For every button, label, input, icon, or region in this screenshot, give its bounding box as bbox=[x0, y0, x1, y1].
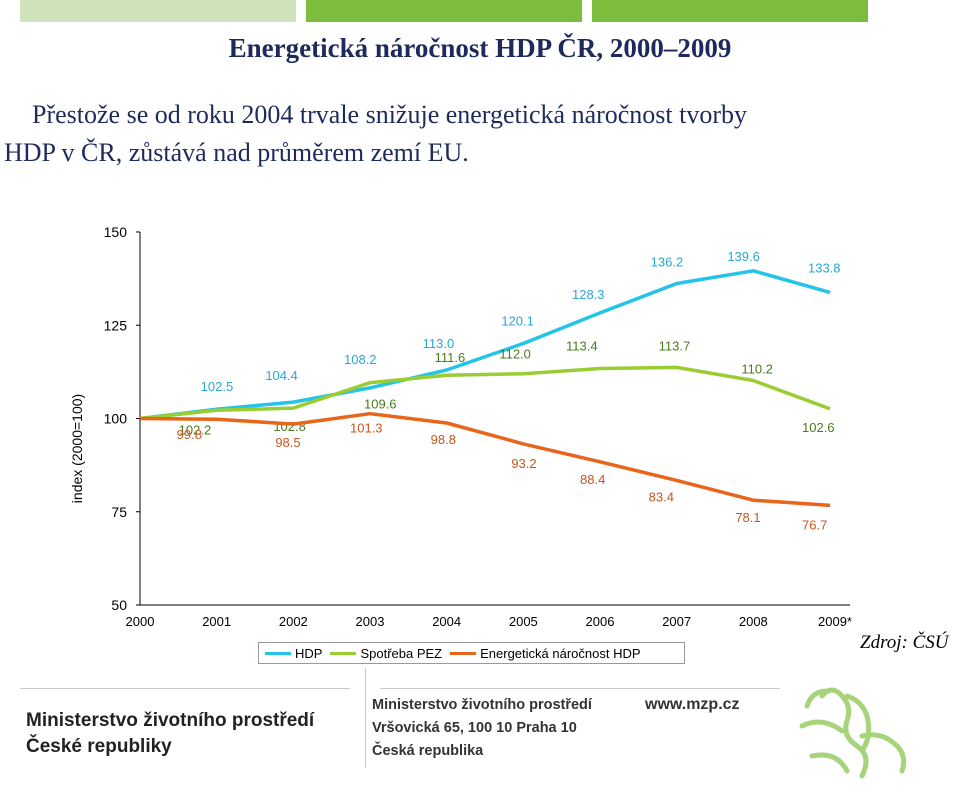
x-tick-label: 2004 bbox=[432, 614, 461, 629]
x-tick-label: 2003 bbox=[356, 614, 385, 629]
data-label-hdp: 139.6 bbox=[727, 249, 760, 264]
data-label-hdp: 108.2 bbox=[344, 352, 377, 367]
website-link[interactable]: www.mzp.cz bbox=[645, 696, 740, 713]
x-tick-label: 2006 bbox=[586, 614, 615, 629]
source-note: Zdroj: ČSÚ bbox=[860, 632, 949, 653]
legend-item-hdp: HDP bbox=[265, 646, 322, 661]
data-label-pez: 111.6 bbox=[435, 350, 466, 365]
data-label-hdp: 133.8 bbox=[808, 260, 841, 275]
data-label-intensity: 93.2 bbox=[511, 456, 536, 471]
data-label-intensity: 76.7 bbox=[802, 517, 827, 532]
data-label-intensity: 101.3 bbox=[350, 421, 383, 436]
x-tick-label: 2008 bbox=[739, 614, 768, 629]
address-line-3: Česká republika bbox=[372, 743, 484, 759]
series-line-pez bbox=[139, 365, 831, 421]
data-label-intensity: 83.4 bbox=[649, 489, 674, 504]
y-axis-title: index (2000=100) bbox=[69, 394, 85, 503]
footer-line-right bbox=[380, 688, 780, 689]
y-tick-label: 150 bbox=[104, 224, 128, 240]
data-label-hdp: 136.2 bbox=[651, 254, 684, 269]
legend-swatch-pez bbox=[330, 651, 357, 655]
series-line-intensity bbox=[139, 411, 831, 508]
data-label-pez: 102.2 bbox=[179, 422, 212, 437]
data-label-intensity: 99.8 bbox=[177, 427, 202, 442]
chart-legend: HDP Spotřeba PEZ Energetická náročnost H… bbox=[258, 642, 685, 664]
top-bar-2 bbox=[306, 0, 582, 22]
x-tick-label: 2005 bbox=[509, 614, 538, 629]
x-tick-label: 2007 bbox=[662, 614, 691, 629]
x-tick-label: 2000 bbox=[126, 614, 155, 629]
ministry-line-1: Ministerstvo životního prostředí bbox=[26, 710, 315, 731]
x-tick-label: 2001 bbox=[202, 614, 231, 629]
data-label-hdp: 104.4 bbox=[265, 368, 298, 383]
legend-label-intensity: Energetická náročnost HDP bbox=[480, 645, 641, 661]
legend-item-intensity: Energetická náročnost HDP bbox=[450, 645, 641, 661]
legend-label-pez: Spotřeba PEZ bbox=[360, 645, 443, 661]
address-line-2: Vršovická 65, 100 10 Praha 10 bbox=[372, 720, 577, 736]
data-label-intensity: 98.5 bbox=[275, 435, 300, 450]
top-bar-3 bbox=[592, 0, 868, 22]
x-tick-label: 2002 bbox=[279, 614, 308, 629]
data-label-pez: 109.6 bbox=[364, 397, 397, 412]
data-label-intensity: 98.8 bbox=[431, 432, 456, 447]
y-tick-label: 100 bbox=[104, 411, 128, 427]
slide-subtitle: Přestože se od roku 2004 trvale snižuje … bbox=[4, 96, 904, 172]
data-label-pez: 102.6 bbox=[802, 420, 835, 435]
x-tick-label: 2009* bbox=[818, 614, 852, 629]
footer-address: Ministerstvo životního prostředí Vršovic… bbox=[372, 694, 592, 763]
data-label-hdp: 113.0 bbox=[423, 336, 455, 351]
data-label-pez: 113.4 bbox=[566, 339, 598, 354]
lion-crest-icon bbox=[799, 687, 907, 779]
ministry-line-2: České republiky bbox=[26, 736, 172, 757]
data-label-intensity: 78.1 bbox=[735, 510, 760, 525]
legend-item-pez: Spotřeba PEZ bbox=[330, 646, 442, 661]
legend-label-hdp: HDP bbox=[295, 645, 323, 661]
subtitle-line-2: HDP v ČR, zůstává nad průměrem zemí EU. bbox=[4, 138, 469, 167]
data-label-intensity: 88.4 bbox=[580, 472, 605, 487]
y-tick-label: 125 bbox=[104, 317, 128, 333]
subtitle-line-1: Přestože se od roku 2004 trvale snižuje … bbox=[32, 100, 748, 129]
data-label-hdp: 120.1 bbox=[501, 314, 534, 329]
legend-swatch-intensity bbox=[450, 651, 477, 655]
legend-swatch-hdp bbox=[265, 651, 291, 655]
line-chart: 50 75 100 125 150 index (2000=100) 2000 2001 200… bbox=[69, 224, 852, 629]
top-bar-1 bbox=[20, 0, 296, 22]
data-label-pez: 110.2 bbox=[741, 361, 773, 376]
data-label-pez: 113.7 bbox=[659, 338, 691, 353]
data-label-hdp: 128.3 bbox=[572, 287, 605, 302]
slide-title: Energetická náročnost HDP ČR, 2000–2009 bbox=[228, 33, 732, 63]
series-line-hdp bbox=[139, 269, 831, 421]
footer-line-left bbox=[20, 688, 350, 689]
ministry-logo-text: Ministerstvo životního prostředí České r… bbox=[26, 708, 314, 760]
footer-divider bbox=[365, 668, 366, 768]
data-label-pez: 112.0 bbox=[499, 347, 531, 362]
address-line-1: Ministerstvo životního prostředí bbox=[372, 697, 592, 713]
y-tick-label: 50 bbox=[111, 597, 127, 613]
data-label-hdp: 102.5 bbox=[201, 379, 234, 394]
y-tick-label: 75 bbox=[111, 504, 127, 520]
